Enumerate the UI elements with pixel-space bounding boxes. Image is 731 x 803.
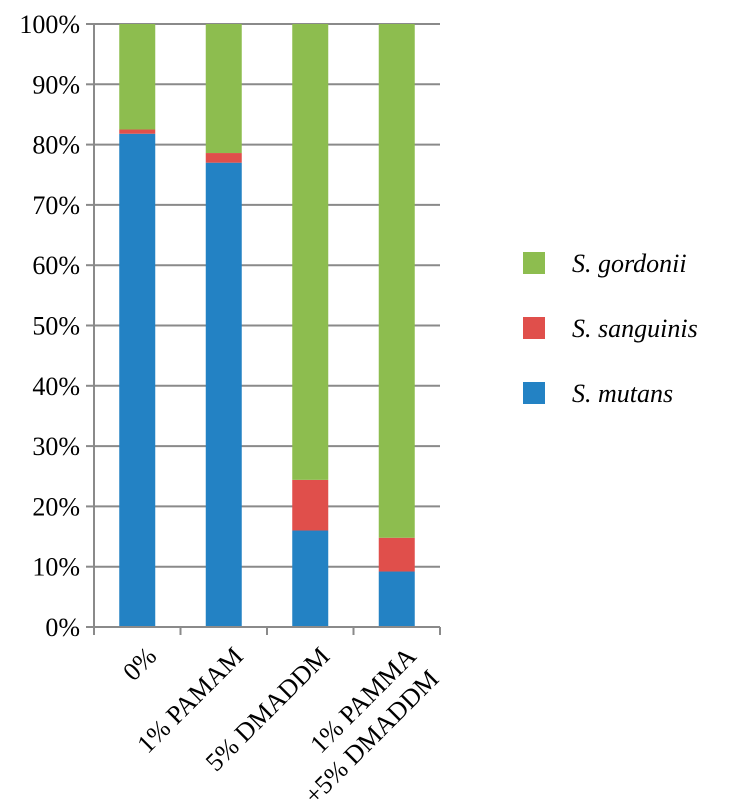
bar-segment-s-mutans	[205, 162, 242, 627]
bar-segment-s-sanguinis	[378, 537, 415, 572]
y-tick-label: 60%	[32, 251, 80, 280]
bar-segment-s-sanguinis	[205, 153, 242, 163]
bar-segment-s-gordonii	[378, 24, 415, 538]
y-tick-label: 10%	[32, 553, 80, 582]
bar-segment-s-gordonii	[119, 24, 156, 130]
bar-segment-s-sanguinis	[119, 129, 156, 134]
legend-swatch	[523, 252, 545, 274]
legend-swatch	[523, 317, 545, 339]
y-tick-label: 50%	[32, 312, 80, 341]
y-tick-label: 40%	[32, 372, 80, 401]
legend: S. gordonii S. sanguinis S. mutans	[523, 249, 698, 408]
y-tick-label: 20%	[32, 492, 80, 521]
x-tick-label-line: 0%	[117, 641, 162, 686]
legend-swatch	[523, 382, 545, 404]
y-tick-labels: 0% 10% 20% 30% 40% 50% 60% 70% 80% 90% 100%	[19, 10, 80, 642]
legend-label: S. gordonii	[572, 249, 687, 278]
bar-segment-s-gordonii	[205, 24, 242, 154]
bar-segment-s-mutans	[292, 530, 329, 627]
bar-segment-s-mutans	[119, 133, 156, 627]
y-tick-label: 70%	[32, 191, 80, 220]
bars	[119, 24, 415, 627]
y-tick-label: 80%	[32, 131, 80, 160]
legend-label: S. sanguinis	[572, 314, 698, 343]
y-tick-label: 90%	[32, 70, 80, 99]
y-tick-label: 0%	[45, 613, 80, 642]
axes	[86, 23, 441, 635]
bar-segment-s-mutans	[378, 571, 415, 627]
bar-segment-s-sanguinis	[292, 479, 329, 531]
y-tick-label: 30%	[32, 432, 80, 461]
bar-segment-s-gordonii	[292, 24, 329, 480]
x-tick-label: 0%	[117, 641, 162, 686]
y-tick-label: 100%	[19, 10, 80, 39]
legend-label: S. mutans	[572, 379, 673, 408]
